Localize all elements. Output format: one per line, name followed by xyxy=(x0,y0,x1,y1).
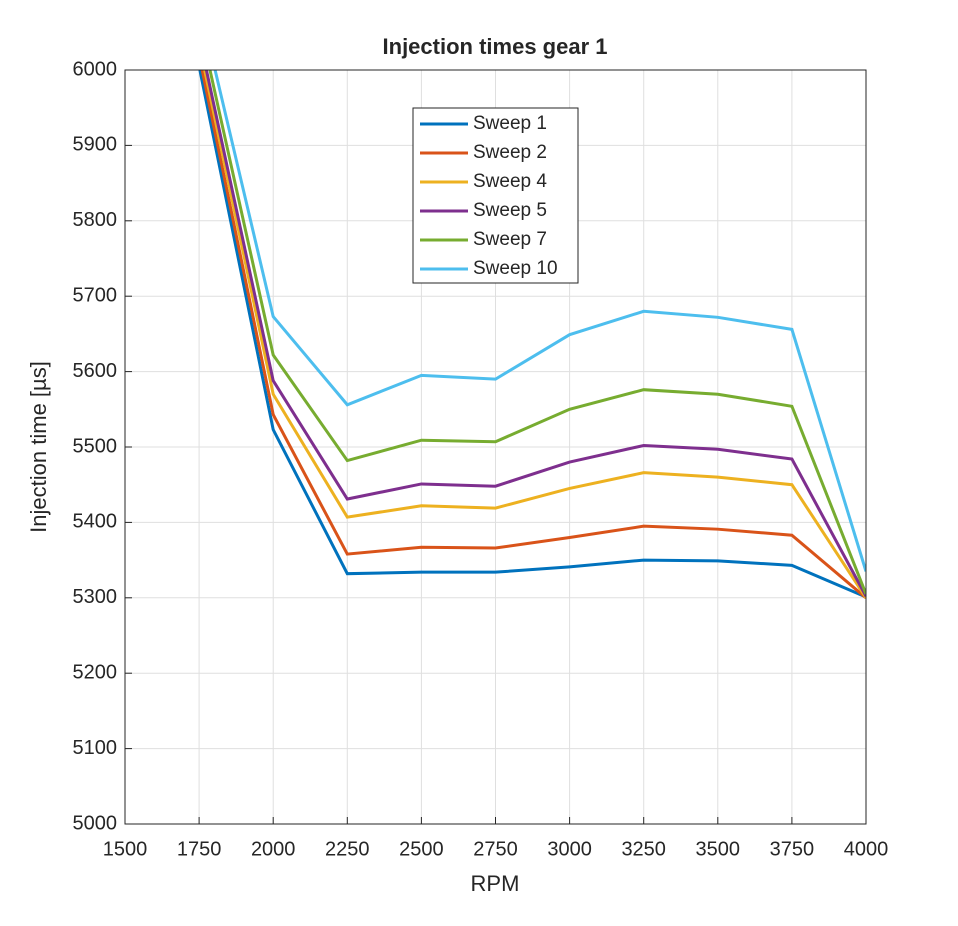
series-line xyxy=(200,70,866,599)
legend-label: Sweep 1 xyxy=(473,113,547,134)
x-tick-label: 4000 xyxy=(844,838,889,860)
y-tick-label: 5900 xyxy=(73,134,118,156)
x-tick-label: 3500 xyxy=(696,838,741,860)
x-tick-label: 2250 xyxy=(325,838,370,860)
y-tick-label: 5300 xyxy=(73,586,118,608)
y-tick-label: 5100 xyxy=(73,737,118,759)
y-tick-label: 5500 xyxy=(73,435,118,457)
legend-label: Sweep 7 xyxy=(473,229,547,250)
x-tick-label: 2750 xyxy=(473,838,518,860)
y-tick-label: 5600 xyxy=(73,360,118,382)
x-tick-label: 2500 xyxy=(399,838,444,860)
y-axis-label: Injection time [µs] xyxy=(26,361,51,533)
plot-lines xyxy=(198,70,866,599)
legend-box xyxy=(412,107,579,284)
y-tick-label: 5700 xyxy=(73,284,118,306)
y-tick-label: 5200 xyxy=(73,661,118,683)
x-tick-label: 3250 xyxy=(621,838,666,860)
legend: Sweep 1 Sweep 2 Sweep 4 Sweep 5 Sweep 7 Sweep… xyxy=(412,107,579,284)
y-tick-label: 5800 xyxy=(73,209,118,231)
x-tick-label: 3000 xyxy=(547,838,592,860)
y-tick-label: 6000 xyxy=(73,58,118,80)
legend-label: Sweep 5 xyxy=(473,200,547,221)
y-tick-label: 5000 xyxy=(73,812,118,834)
ticks: 1500 1750 2000 2250 2500 2750 3000 3250 3500 3750… xyxy=(73,58,889,860)
y-tick-label: 5400 xyxy=(73,511,118,533)
x-tick-label: 1500 xyxy=(103,838,148,860)
x-axis-label: RPM xyxy=(471,871,520,896)
legend-label: Sweep 4 xyxy=(473,171,547,192)
x-tick-label: 3750 xyxy=(770,838,815,860)
series-line xyxy=(198,70,866,599)
series-line xyxy=(208,70,866,595)
series-line xyxy=(213,70,866,572)
series-line xyxy=(203,70,866,599)
legend-label: Sweep 2 xyxy=(473,142,547,163)
series-line xyxy=(204,70,866,598)
chart-title: Injection times gear 1 xyxy=(383,34,608,59)
x-tick-label: 1750 xyxy=(177,838,222,860)
x-tick-label: 2000 xyxy=(251,838,296,860)
legend-label: Sweep 10 xyxy=(473,258,558,279)
